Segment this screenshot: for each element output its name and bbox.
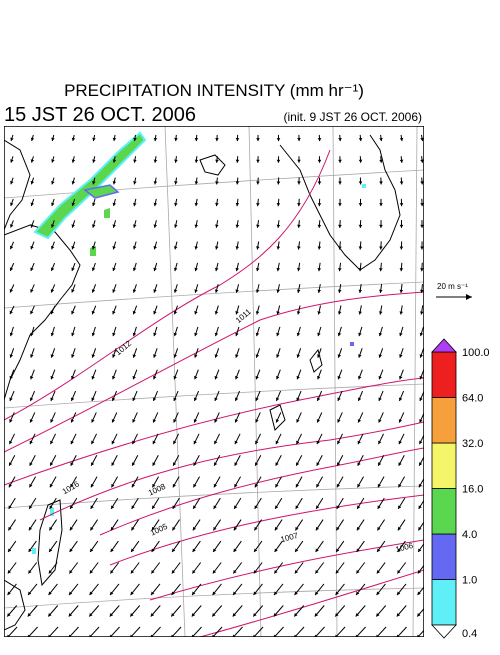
title: PRECIPITATION INTENSITY (mm hr⁻¹) <box>64 81 364 100</box>
colorbar-segment <box>432 443 456 489</box>
precip-area <box>32 548 36 554</box>
colorbar-label: 16.0 <box>462 484 483 496</box>
precip-area <box>350 342 354 346</box>
colorbar: 0.4 1.0 4.0 16.0 32.0 64.0 100.0 <box>432 339 490 640</box>
colorbar-segment <box>432 580 456 626</box>
colorbar-label: 32.0 <box>462 438 483 450</box>
valid-time: 15 JST 26 OCT. 2006 <box>4 104 196 126</box>
wind-scale-label: 20 m s⁻¹ <box>437 282 468 291</box>
colorbar-label: 1.0 <box>462 575 477 587</box>
colorbar-segment <box>432 352 456 398</box>
wind-scale-arrowhead <box>466 294 472 300</box>
colorbar-segment <box>432 398 456 444</box>
colorbar-label: 64.0 <box>462 393 483 405</box>
colorbar-over <box>432 339 456 352</box>
colorbar-segment <box>432 489 456 535</box>
colorbar-label: 0.4 <box>462 628 477 640</box>
init-time: (init. 9 JST 26 OCT. 2006) <box>283 110 422 124</box>
colorbar-label: 4.0 <box>462 529 477 541</box>
precip-area <box>362 184 366 188</box>
colorbar-under <box>432 625 456 638</box>
colorbar-label: 100.0 <box>462 347 490 359</box>
colorbar-segment <box>432 534 456 580</box>
